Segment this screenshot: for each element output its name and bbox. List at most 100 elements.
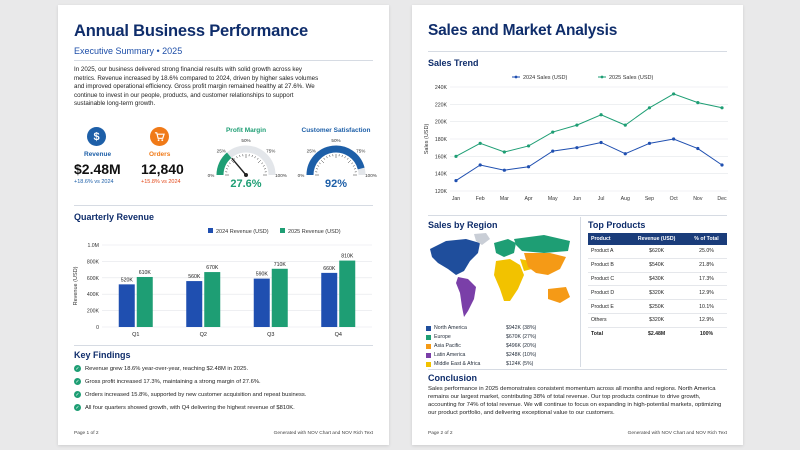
kpi-value: $2.48M — [74, 161, 121, 177]
gauge-tick — [236, 156, 238, 159]
section-title-sales-trend: Sales Trend — [428, 58, 479, 68]
data-point — [551, 149, 555, 153]
sales-trend-chart: 2024 Sales (USD) 2025 Sales (USD) 120K 140K… — [424, 75, 728, 202]
gauge-tick-label: 75% — [356, 148, 365, 153]
column-header: Revenue (USD) — [627, 233, 686, 245]
gauge-tick — [320, 159, 325, 164]
y-axis-label: Revenue (USD) — [73, 266, 79, 305]
gauge-tick — [254, 156, 256, 159]
legend-label: 2025 Revenue (USD) — [288, 229, 341, 235]
region-middle-east-africa — [494, 259, 524, 301]
gauge-tick — [227, 165, 230, 167]
gauge-track — [216, 145, 276, 176]
footer-credit: Generated with NOV Chart and NOV Rich Te… — [627, 431, 727, 436]
series-line — [455, 93, 723, 157]
gauge-title: Profit Margin — [225, 127, 267, 134]
gauge-tick-label: 0% — [298, 173, 305, 178]
table-row: Product C $430K 17.3% — [588, 272, 727, 287]
table-row: Product A $620K 25.0% — [588, 245, 727, 259]
y-tick-label: 1.0M — [87, 243, 99, 249]
y-tick-label: 160K — [435, 154, 448, 160]
gauge-customer-satisfaction: Customer Satisfaction 0% 25% 50% 75% 100% 92… — [293, 127, 379, 199]
gauge-tick — [256, 157, 259, 160]
x-tick-label: Oct — [670, 196, 679, 202]
table-row: Others $320K 12.9% — [588, 313, 727, 328]
y-tick-label: 240K — [435, 85, 448, 91]
gauge-tick-label: 100% — [365, 173, 377, 178]
kpi-delta: +15.8% vs 2024 — [141, 179, 181, 185]
data-point — [647, 141, 652, 145]
world-map — [430, 233, 570, 317]
finding-item: ✓ Orders increased 15.8%, supported by ne… — [74, 391, 307, 398]
check-icon: ✓ — [74, 365, 81, 372]
kpi-orders: Orders 12,840 +15.8% vs 2024 — [141, 127, 197, 185]
data-point — [454, 154, 458, 158]
intro-paragraph: In 2025, our business delivered strong f… — [74, 66, 319, 108]
dollar-icon: $ — [87, 127, 106, 146]
legend-label: 2025 Sales (USD) — [609, 75, 653, 81]
bar — [321, 272, 338, 327]
bar-data-label: 670K — [206, 265, 219, 271]
x-tick-label: Feb — [476, 196, 485, 202]
gauge-title: Customer Satisfaction — [301, 127, 371, 134]
quarterly-revenue-chart: 2024 Revenue (USD) 2025 Revenue (USD) 0 200… — [73, 228, 372, 338]
data-point — [647, 106, 652, 110]
footer-page-number: Page 2 of 2 — [428, 431, 453, 436]
bar — [271, 268, 288, 327]
gauge-tick — [225, 168, 229, 170]
gauge-tick — [251, 154, 253, 158]
legend-swatch — [208, 228, 213, 233]
legend-swatch — [426, 343, 431, 349]
x-tick-label: Jul — [598, 196, 605, 202]
x-tick-label: Q2 — [200, 332, 207, 338]
gauge-tick-label: 50% — [331, 138, 340, 143]
section-title-products: Top Products — [588, 220, 646, 230]
region-oceania — [548, 287, 570, 303]
x-tick-label: Aug — [621, 196, 630, 202]
check-icon: ✓ — [74, 391, 81, 398]
conclusion-paragraph: Sales performance in 2025 demonstrates c… — [428, 386, 722, 416]
gauge-tick-label: 100% — [275, 173, 287, 178]
gauge-tick — [233, 157, 236, 160]
legend-swatch — [426, 325, 431, 331]
report-page-2: Sales and Market Analysis Sales Trend 20… — [412, 5, 743, 445]
region-russia — [514, 235, 570, 253]
gauge-tick — [344, 156, 346, 159]
gauge-tick — [239, 154, 241, 158]
data-point — [454, 179, 458, 183]
section-title-conclusion: Conclusion — [428, 373, 477, 383]
finding-item: ✓ Revenue grew 18.6% year-over-year, reac… — [74, 365, 249, 372]
y-tick-label: 200K — [435, 120, 448, 126]
gauge-tick — [318, 162, 321, 165]
gauge-tick-label: 75% — [266, 148, 275, 153]
divider — [74, 60, 373, 61]
gauge-tick — [329, 154, 331, 158]
bar — [339, 260, 356, 327]
top-products-table: Product Revenue (USD) % of Total Product… — [588, 233, 727, 340]
divider — [74, 345, 373, 346]
data-point — [526, 144, 531, 148]
gauge-tick — [326, 156, 328, 159]
gauge-value: 92% — [324, 178, 348, 190]
x-tick-label: Q4 — [335, 332, 342, 338]
table-row: Product E $250K 10.1% — [588, 299, 727, 314]
y-tick-label: 220K — [435, 102, 448, 108]
divider — [428, 369, 727, 370]
bar — [186, 281, 203, 327]
gauge-tick — [230, 159, 235, 164]
gauge-tick — [263, 168, 267, 170]
region-legend-item: Europe $670K (27%) — [426, 334, 546, 340]
y-tick-label: 140K — [435, 172, 448, 178]
table-total-row: Total $2.48M 100% — [591, 331, 714, 338]
data-point — [599, 140, 603, 145]
region-legend-item: Middle East & Africa $124K (5%) — [426, 361, 546, 367]
gauge-tick — [261, 162, 264, 165]
gauge-tick-label: 50% — [241, 138, 250, 143]
x-tick-label: Nov — [693, 196, 703, 202]
region-europe — [494, 239, 516, 257]
region-north-america — [430, 239, 480, 275]
footer-credit: Generated with NOV Chart and NOV Rich Te… — [273, 431, 373, 436]
legend-label: 2024 Revenue (USD) — [216, 229, 269, 235]
column-header: % of Total — [685, 233, 727, 245]
kpi-revenue: $ Revenue $2.48M +18.6% vs 2024 — [74, 127, 130, 185]
